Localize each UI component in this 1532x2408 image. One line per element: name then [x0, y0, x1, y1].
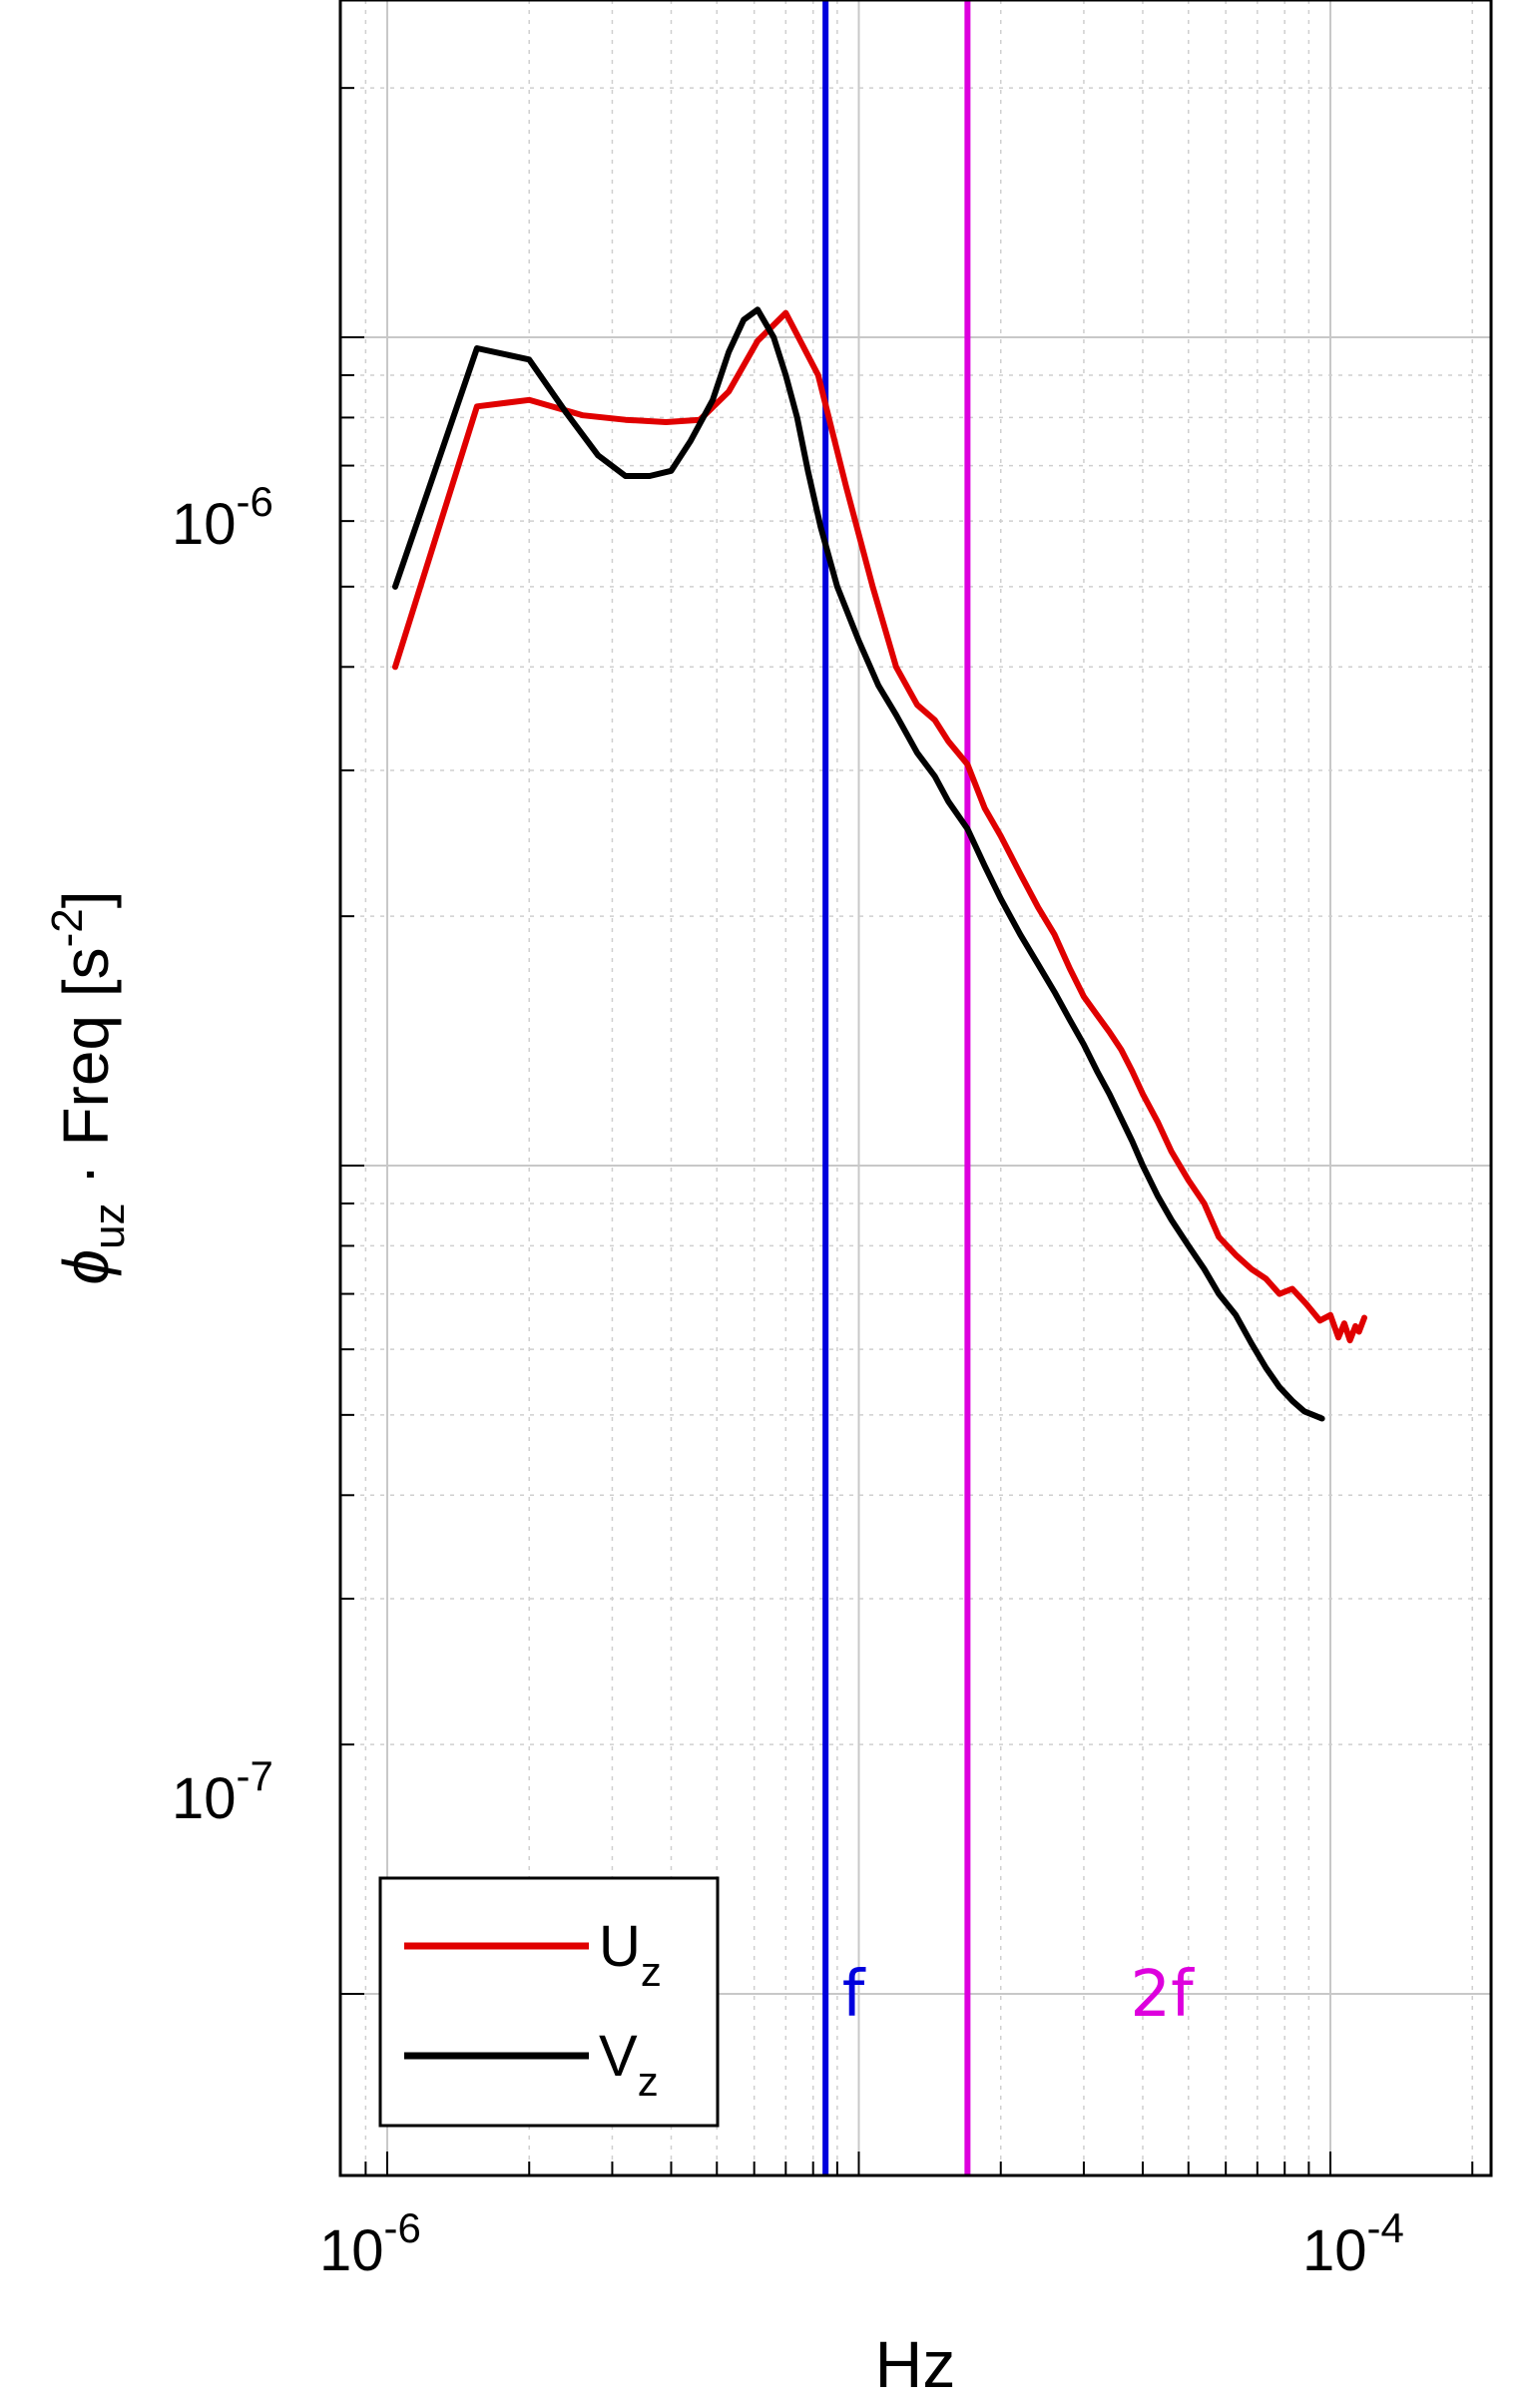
legend-label-vz: Vz	[599, 2024, 659, 2105]
legend-box	[378, 1876, 720, 2128]
x-tick-label: 10-4	[1302, 2204, 1404, 2283]
series-line-vz	[392, 306, 1325, 1422]
y-tick-label: 10-7	[172, 1752, 273, 1831]
plot-frame	[338, 0, 1493, 2177]
y-tick-label: 10-6	[172, 478, 273, 557]
legend-label-uz: Uz	[599, 1914, 662, 1995]
vline-label-2f: 2f	[1130, 1958, 1195, 2032]
x-axis-title: Hz	[875, 2327, 956, 2401]
vline-label-f: f	[842, 1958, 866, 2032]
series-line-uz	[392, 309, 1367, 1344]
x-tick-label: 10-6	[319, 2204, 421, 2283]
series-layer	[392, 0, 1367, 2175]
ticks	[340, 87, 1474, 2175]
legend: Uz Vz	[378, 1876, 720, 2128]
y-axis-title: ϕuz · Freq [s-2]	[43, 890, 134, 1284]
